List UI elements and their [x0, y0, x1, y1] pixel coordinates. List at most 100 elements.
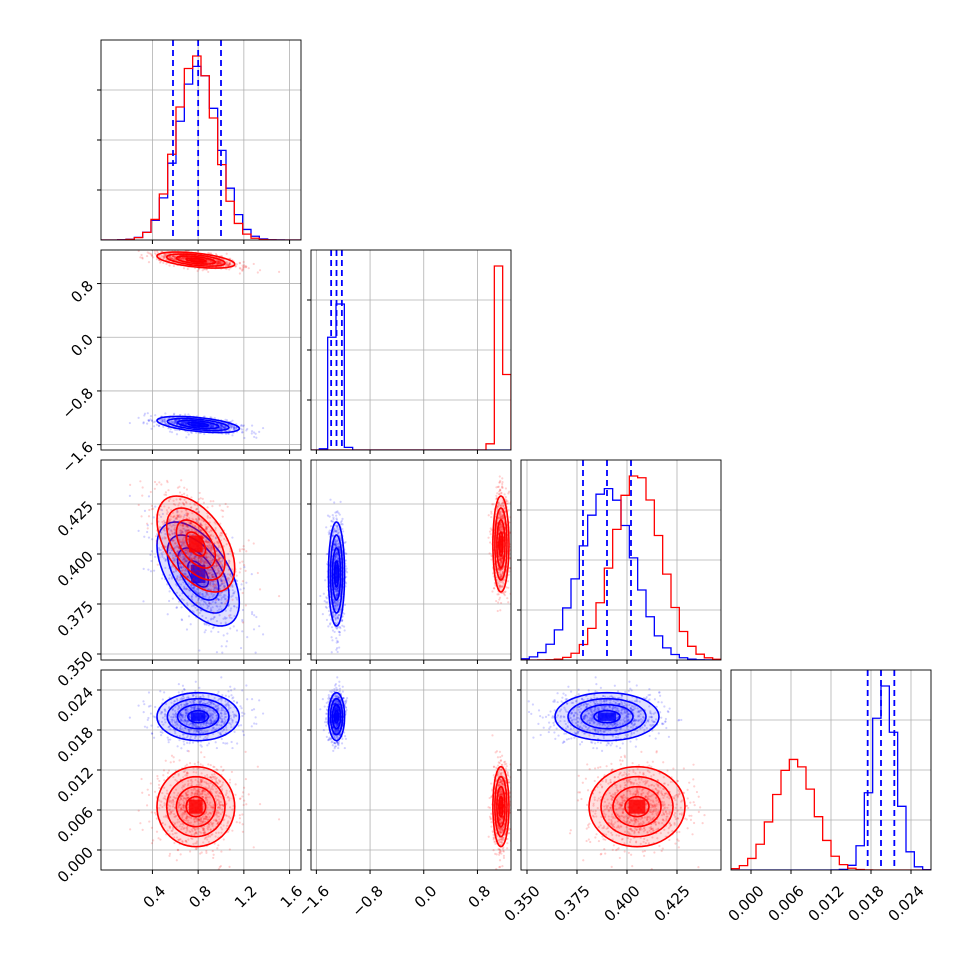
point-0-217 — [190, 584, 193, 587]
point-0-124 — [219, 426, 222, 429]
point-1-762 — [146, 251, 149, 254]
point-1-867 — [227, 591, 231, 594]
point-0-555 — [221, 564, 224, 568]
point-1-543 — [205, 261, 208, 264]
point-1-88 — [175, 517, 179, 521]
point-0-699 — [218, 614, 221, 617]
point-0-102 — [160, 531, 163, 534]
point-0-160 — [209, 568, 212, 572]
point-1-594 — [141, 257, 144, 260]
point-1-35 — [202, 501, 205, 504]
point-1-86 — [496, 609, 499, 613]
histogram-series-0 — [101, 65, 301, 240]
point-1-793 — [196, 250, 199, 253]
point-1-124 — [228, 614, 231, 617]
point-1-173 — [224, 502, 227, 506]
point-0-148 — [183, 569, 187, 572]
point-1-624 — [256, 271, 259, 274]
point-0-398 — [242, 587, 246, 590]
y-tick-label-2-0: 0.350 — [54, 647, 97, 690]
point-0-412 — [199, 609, 202, 612]
point-1-327 — [215, 262, 218, 266]
point-0-161 — [202, 562, 205, 565]
point-1-806 — [244, 264, 247, 268]
point-1-54 — [167, 546, 170, 549]
point-0-435 — [220, 423, 223, 427]
point-0-787 — [143, 509, 147, 512]
point-0-827 — [213, 615, 216, 619]
point-1-148 — [220, 262, 223, 265]
point-1-77 — [158, 261, 162, 264]
point-1-175 — [173, 257, 177, 260]
point-0-778 — [147, 495, 151, 498]
point-0-488 — [184, 560, 188, 563]
point-0-370 — [205, 556, 209, 559]
point-0-534 — [338, 646, 341, 649]
point-1-745 — [277, 595, 281, 598]
point-0-155 — [235, 596, 238, 599]
point-1-78 — [180, 258, 183, 261]
point-0-829 — [189, 431, 192, 434]
point-0-812 — [214, 425, 217, 428]
point-1-155 — [491, 590, 494, 593]
point-1-96 — [171, 258, 174, 261]
point-0-209 — [142, 421, 145, 424]
point-0-443 — [183, 514, 186, 517]
panel-1-0: −1.6−0.80.00.8 — [59, 249, 302, 476]
point-0-833 — [233, 426, 236, 429]
point-0-269 — [261, 633, 265, 636]
point-1-335 — [212, 500, 215, 503]
point-0-785 — [208, 602, 211, 605]
point-0-218 — [203, 415, 206, 418]
point-0-612 — [174, 557, 177, 560]
point-1-891 — [215, 262, 218, 266]
point-0-763 — [343, 603, 347, 606]
point-0-501 — [187, 582, 190, 586]
point-0-763 — [224, 418, 227, 421]
point-0-516 — [208, 572, 211, 575]
point-0-397 — [190, 594, 194, 598]
point-0-185 — [197, 598, 200, 602]
point-0-383 — [205, 527, 208, 530]
point-1-260 — [168, 255, 171, 258]
point-0-797 — [213, 565, 216, 568]
point-0-144 — [230, 426, 233, 429]
point-0-820 — [209, 582, 212, 585]
point-0-162 — [185, 560, 188, 563]
point-0-98 — [253, 435, 256, 439]
point-0-182 — [195, 590, 198, 593]
point-0-879 — [186, 602, 189, 605]
point-1-805 — [171, 254, 175, 257]
point-1-185 — [228, 260, 232, 264]
point-0-678 — [150, 550, 153, 553]
point-1-29 — [173, 255, 176, 258]
point-1-86 — [195, 601, 198, 604]
point-0-368 — [222, 426, 225, 429]
point-0-717 — [219, 584, 222, 587]
point-0-874 — [222, 424, 225, 427]
point-0-44 — [227, 423, 231, 426]
point-0-101 — [179, 566, 182, 569]
point-1-565 — [164, 254, 167, 257]
point-0-760 — [254, 432, 257, 435]
point-0-503 — [182, 558, 186, 561]
point-0-758 — [217, 571, 220, 574]
point-0-723 — [189, 522, 193, 525]
point-0-710 — [197, 560, 200, 563]
point-0-171 — [221, 425, 224, 428]
point-0-467 — [209, 577, 212, 580]
point-1-439 — [181, 257, 184, 260]
point-0-829 — [325, 553, 328, 556]
point-1-11 — [191, 525, 194, 528]
point-0-644 — [190, 552, 194, 555]
point-0-321 — [208, 569, 211, 572]
point-0-833 — [233, 605, 236, 608]
point-0-433 — [177, 546, 180, 549]
point-0-354 — [146, 530, 149, 534]
point-1-616 — [245, 550, 248, 553]
point-0-842 — [201, 594, 204, 597]
point-1-720 — [218, 262, 221, 266]
point-1-783 — [217, 261, 220, 264]
point-0-79 — [331, 629, 335, 632]
point-0-740 — [231, 434, 234, 437]
